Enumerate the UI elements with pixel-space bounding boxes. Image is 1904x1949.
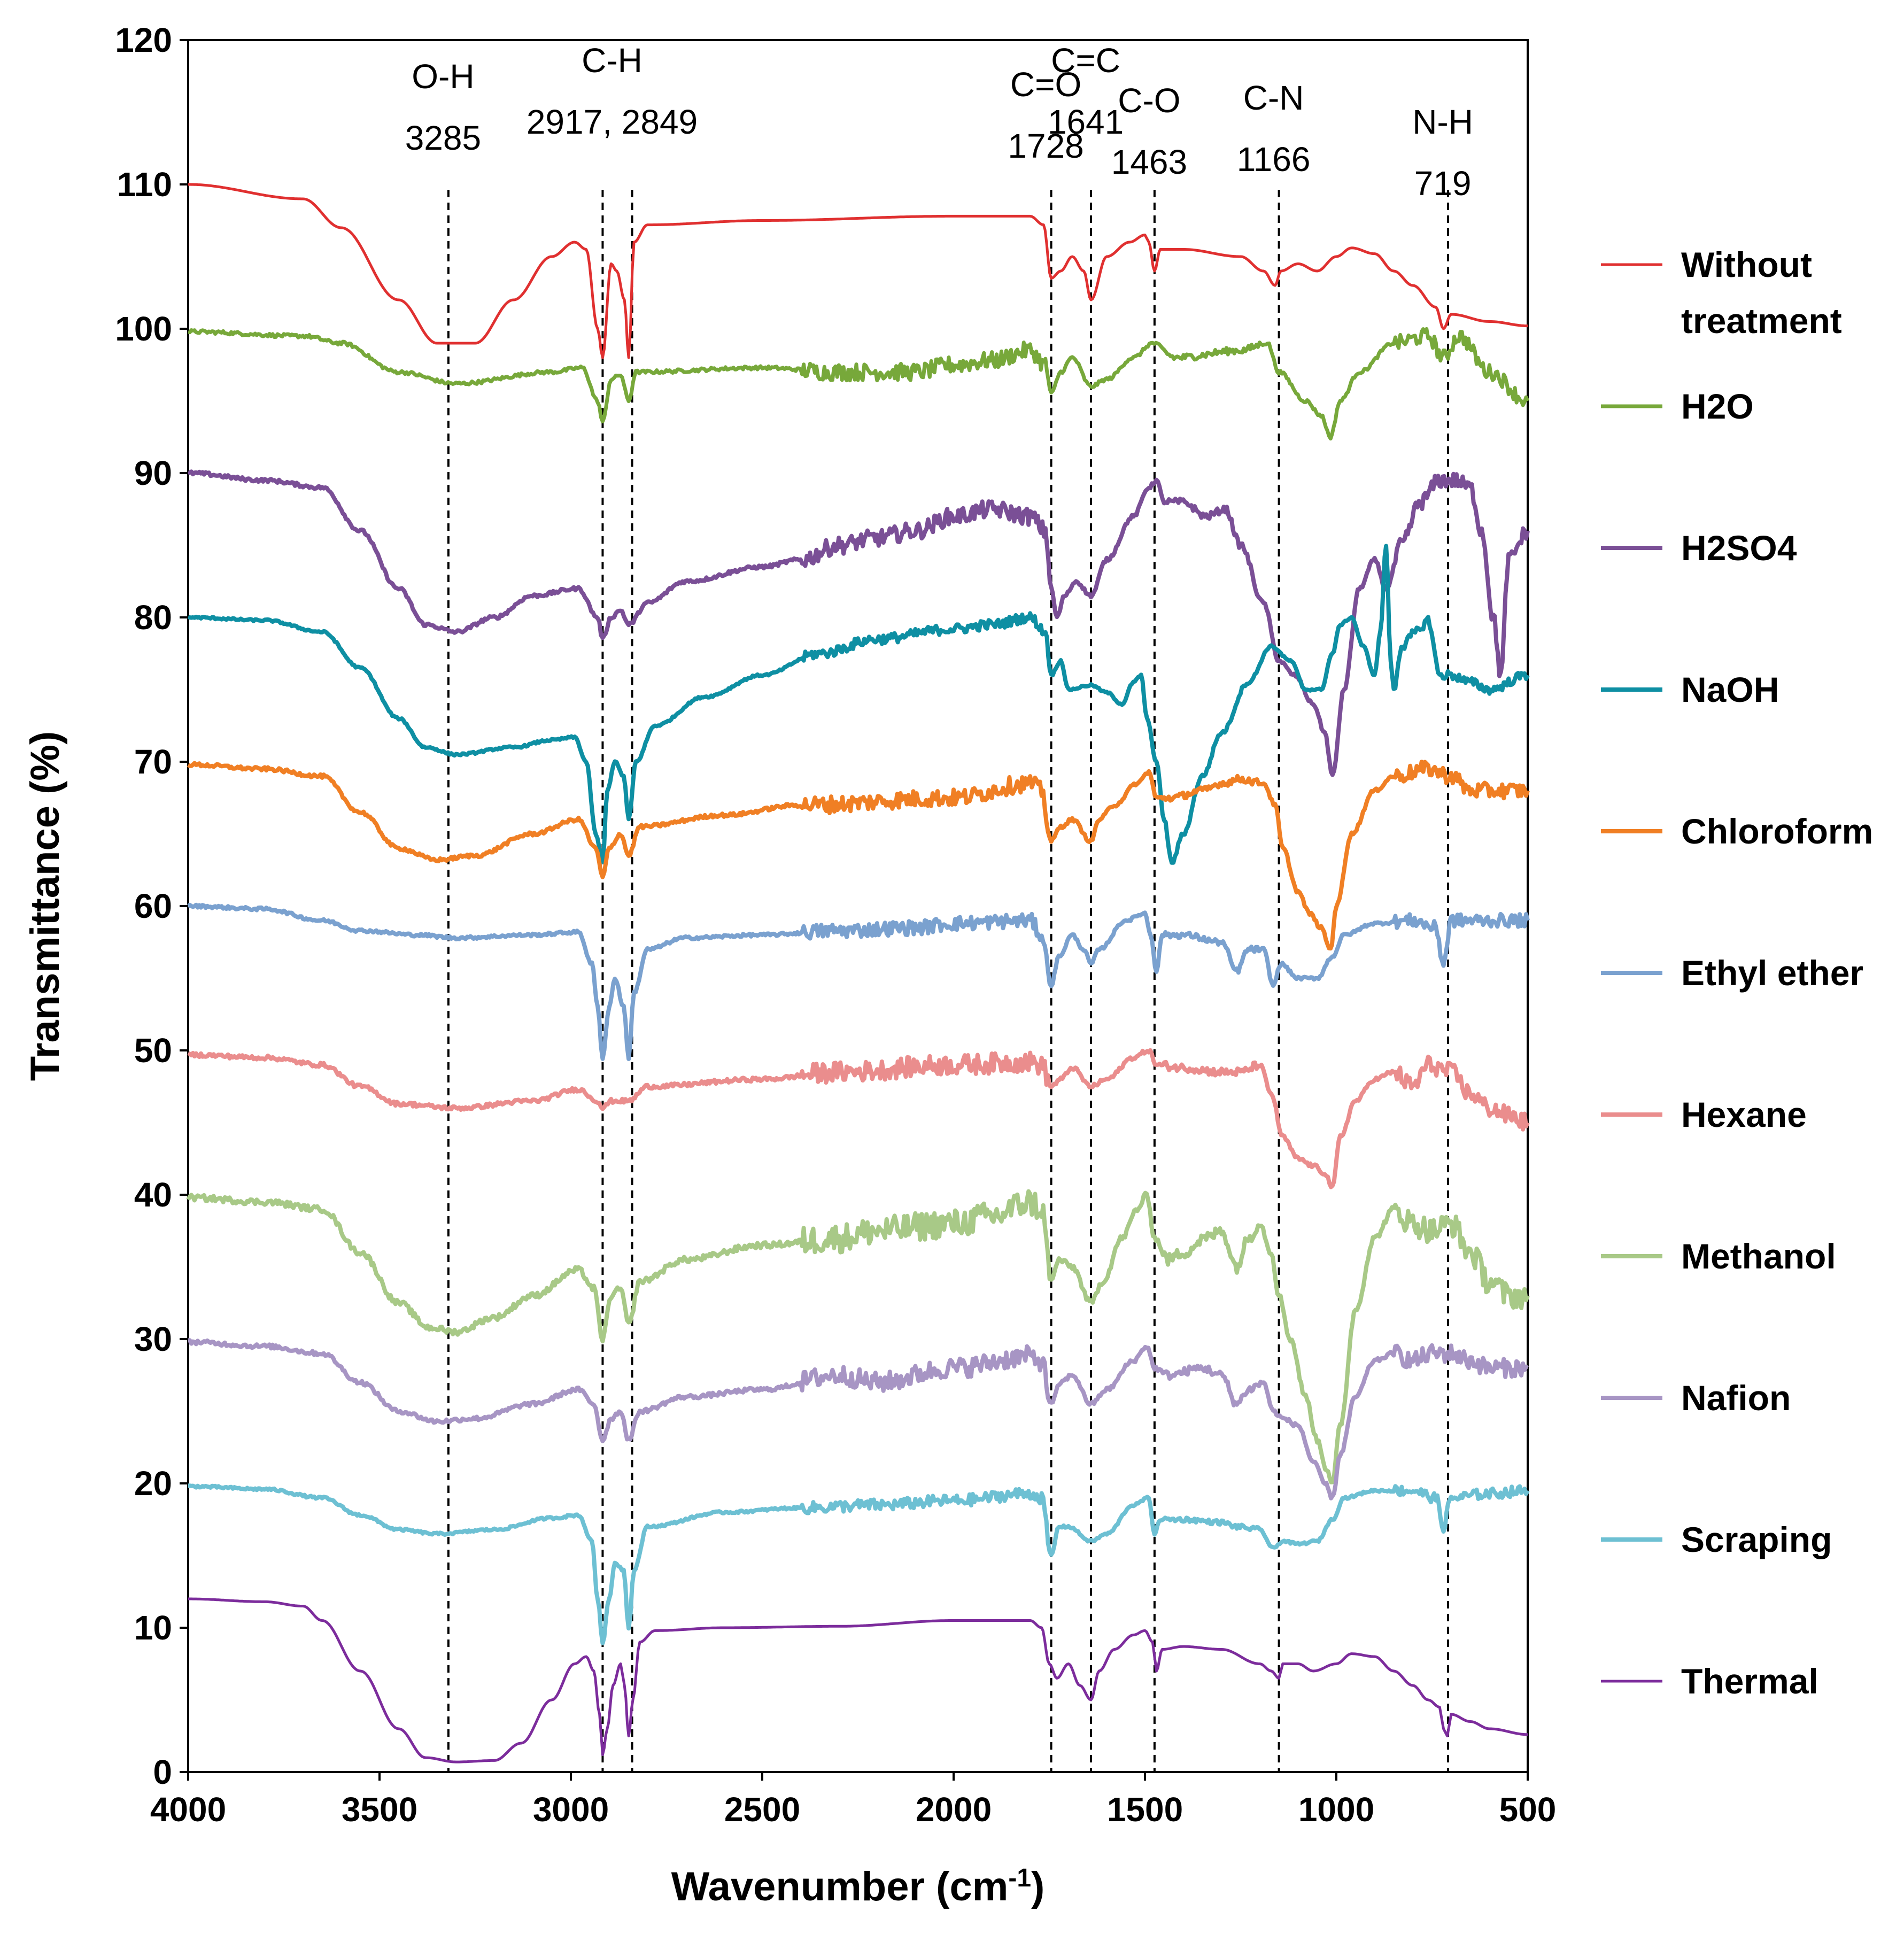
x-tick-label: 3500 bbox=[342, 1790, 417, 1829]
y-tick-label: 50 bbox=[134, 1031, 172, 1070]
series-group bbox=[186, 183, 1530, 1764]
series-line bbox=[188, 183, 1528, 359]
series-line bbox=[187, 327, 1530, 440]
x-axis-label-sup: -1 bbox=[1008, 1864, 1031, 1892]
x-axis-label-main: Wavenumber (cm bbox=[671, 1864, 1009, 1909]
legend-label: H2SO4 bbox=[1681, 528, 1797, 568]
x-tick-label: 4000 bbox=[150, 1790, 226, 1829]
y-axis-ticks: 0 10 20 30 40 50 60 70 80 90 100 110 120 bbox=[115, 21, 188, 1791]
annotation-wavenumber-label: 3285 bbox=[405, 119, 481, 157]
x-axis-label-suffix: ) bbox=[1031, 1864, 1044, 1909]
legend-label: Without bbox=[1681, 245, 1812, 284]
y-tick-label: 110 bbox=[117, 165, 172, 204]
annotation-wavenumber-label: 1166 bbox=[1237, 140, 1311, 179]
annotation-group-label: C=C bbox=[1051, 41, 1120, 80]
series-line bbox=[187, 760, 1530, 951]
annotation-group-label: O-H bbox=[412, 57, 474, 96]
annotation-wavenumber-label: 1728 bbox=[1008, 127, 1083, 165]
annotation-group-label: C-H bbox=[582, 41, 643, 80]
series-line bbox=[186, 1189, 1530, 1484]
series-line bbox=[188, 1338, 1529, 1501]
x-axis-ticks: 4000 3500 3000 2500 2000 1500 1000 500 bbox=[150, 1772, 1557, 1829]
series-line bbox=[187, 1048, 1530, 1189]
legend-label: Nafion bbox=[1681, 1378, 1791, 1418]
x-axis-label: Wavenumber (cm-1) bbox=[671, 1864, 1045, 1910]
annotation-wavenumber-label: 1463 bbox=[1111, 143, 1187, 181]
legend: Without treatment H2O H2SO4 NaOH Chloroform Et… bbox=[1601, 245, 1873, 1701]
y-tick-label: 120 bbox=[115, 21, 172, 59]
annotation-group-label: N-H bbox=[1412, 103, 1473, 141]
series-line bbox=[188, 1597, 1528, 1764]
legend-label: Chloroform bbox=[1681, 811, 1873, 851]
y-tick-label: 90 bbox=[134, 454, 172, 492]
legend-label: Hexane bbox=[1681, 1095, 1807, 1134]
y-axis-label: Transmittance (%) bbox=[22, 731, 68, 1081]
legend-label: Thermal bbox=[1681, 1661, 1818, 1701]
plot-frame bbox=[187, 39, 1529, 1773]
x-tick-label: 3000 bbox=[533, 1790, 609, 1829]
series-line bbox=[186, 902, 1530, 1061]
series-line bbox=[187, 469, 1530, 777]
x-tick-label: 500 bbox=[1499, 1790, 1557, 1829]
y-tick-label: 100 bbox=[115, 310, 172, 348]
annotation-wavenumber-label: 1641 bbox=[1048, 103, 1124, 141]
legend-label: Ethyl ether bbox=[1681, 953, 1863, 993]
annotation-group-label: C=O bbox=[1010, 65, 1081, 104]
x-tick-label: 2500 bbox=[724, 1790, 800, 1829]
legend-label: Methanol bbox=[1681, 1236, 1836, 1276]
y-tick-label: 20 bbox=[134, 1464, 172, 1503]
x-tick-label: 1000 bbox=[1298, 1790, 1374, 1829]
y-tick-label: 0 bbox=[153, 1753, 172, 1791]
legend-label: Scraping bbox=[1681, 1520, 1832, 1559]
y-tick-label: 40 bbox=[134, 1175, 172, 1214]
x-tick-label: 1500 bbox=[1107, 1790, 1183, 1829]
legend-label: NaOH bbox=[1681, 670, 1779, 709]
y-tick-label: 30 bbox=[134, 1320, 172, 1358]
y-tick-label: 80 bbox=[134, 598, 172, 637]
x-tick-label: 2000 bbox=[916, 1790, 992, 1829]
series-line bbox=[187, 544, 1530, 865]
annotation-group-label: C-O bbox=[1118, 81, 1180, 120]
annotation-wavenumber-label: 719 bbox=[1414, 164, 1472, 203]
annotation-wavenumber-label: 2917, 2849 bbox=[527, 103, 698, 141]
series-line bbox=[188, 1483, 1530, 1645]
y-tick-label: 10 bbox=[134, 1608, 172, 1647]
annotation-lines bbox=[447, 190, 1450, 1772]
legend-label: treatment bbox=[1681, 301, 1842, 341]
y-tick-label: 60 bbox=[134, 887, 172, 925]
y-tick-label: 70 bbox=[134, 743, 172, 781]
legend-label: H2O bbox=[1681, 386, 1754, 426]
annotation-group-label: C-N bbox=[1243, 79, 1304, 117]
